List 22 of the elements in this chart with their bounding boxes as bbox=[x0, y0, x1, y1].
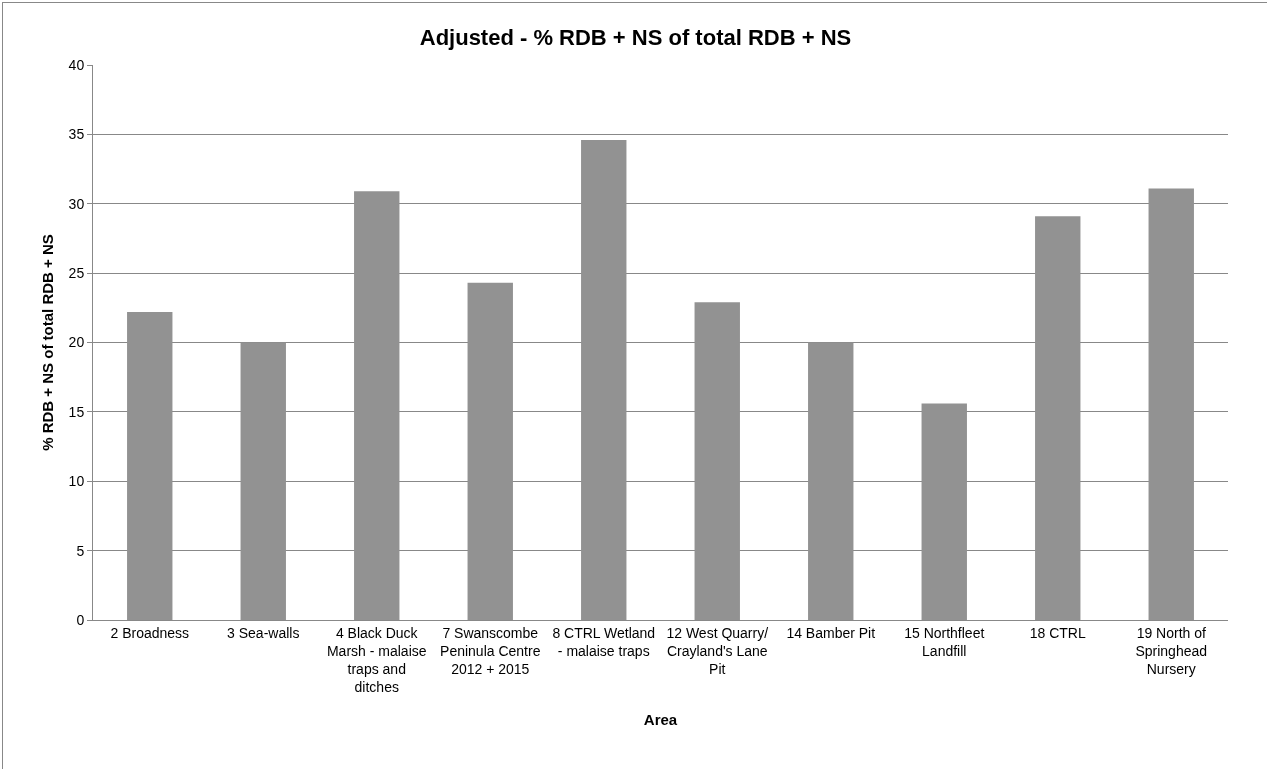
x-tick-label: 8 CTRL Wetland - malaise traps bbox=[552, 624, 656, 659]
y-tick-label: 5 bbox=[76, 542, 85, 559]
y-tick-label: 25 bbox=[68, 265, 85, 282]
x-tick-label: 12 West Quarry/ Crayland's Lane Pit bbox=[666, 624, 769, 678]
y-tick-label: 0 bbox=[76, 611, 85, 628]
x-tick-label: 18 CTRL bbox=[1029, 624, 1086, 641]
y-axis-title: % RDB + NS of total RDB + NS bbox=[39, 234, 56, 451]
y-tick-label: 15 bbox=[68, 403, 85, 420]
y-tick-label: 35 bbox=[68, 126, 85, 143]
chart-title: Adjusted - % RDB + NS of total RDB + NS bbox=[419, 25, 852, 51]
x-tick-label: 3 Sea-walls bbox=[227, 624, 300, 641]
x-tick-label: 15 Northfleet Landfill bbox=[904, 624, 985, 659]
y-tick-label: 30 bbox=[68, 195, 85, 212]
y-tick-label: 20 bbox=[68, 334, 85, 351]
y-tick-label: 40 bbox=[68, 56, 85, 73]
x-tick-label: 4 Black Duck Marsh - malaise traps and ditches bbox=[326, 624, 427, 696]
x-tick-label: 19 North of Springhead Nursery bbox=[1135, 624, 1208, 678]
x-axis-title: Area bbox=[643, 711, 678, 729]
x-tick-label: 2 Broadness bbox=[110, 624, 190, 641]
x-tick-label: 7 Swanscombe Peninula Centre 2012 + 2015 bbox=[440, 624, 541, 678]
y-tick-label: 10 bbox=[68, 473, 85, 490]
x-tick-label: 14 Bamber Pit bbox=[786, 624, 876, 641]
